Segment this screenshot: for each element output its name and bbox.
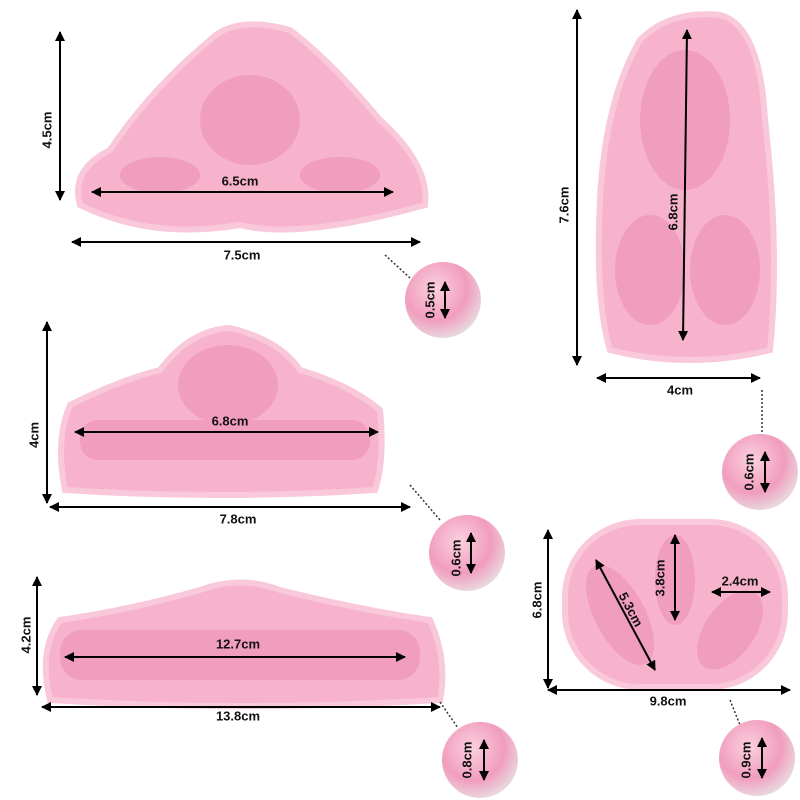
mold-3: 4cm 6.8cm 7.8cm 0.6cm — [26, 321, 505, 591]
height-label: 4.5cm — [39, 112, 54, 149]
depth-label: 0.6cm — [741, 454, 756, 491]
width-label: 7.5cm — [224, 247, 261, 262]
inner-label: 6.8cm — [212, 413, 249, 428]
height-label: 4cm — [26, 422, 41, 448]
depth-label: 0.8cm — [459, 742, 474, 779]
depth-disc — [722, 434, 798, 510]
mold-1: 4.5cm 6.5cm 7.5cm 0.5cm — [39, 21, 481, 338]
depth-disc — [429, 515, 505, 591]
depth-disc — [442, 722, 518, 798]
inner-label: 6.8cm — [665, 194, 680, 231]
mold-4: 4.2cm 12.7cm 13.8cm 0.8cm — [18, 576, 518, 798]
width-label: 9.8cm — [650, 693, 687, 708]
width-label: 7.8cm — [220, 511, 257, 526]
depth-label: 0.6cm — [448, 540, 463, 577]
inner-label: 3.8cm — [652, 560, 667, 597]
mold-5: 6.8cm 5.3cm 3.8cm 2.4cm 9.8cm 0.9cm — [529, 519, 795, 796]
inner-label: 2.4cm — [722, 573, 759, 588]
height-label: 7.6cm — [556, 187, 571, 224]
height-label: 4.2cm — [18, 617, 33, 654]
mold-2: 7.6cm 6.8cm 4cm 0.6cm — [556, 8, 798, 510]
depth-disc — [719, 720, 795, 796]
inner-label: 6.5cm — [222, 173, 259, 188]
depth-disc — [405, 262, 481, 338]
inner-label: 12.7cm — [216, 636, 260, 651]
height-label: 6.8cm — [529, 582, 544, 619]
width-label: 4cm — [667, 382, 693, 397]
depth-label: 0.9cm — [738, 742, 753, 779]
depth-label: 0.5cm — [422, 282, 437, 319]
width-label: 13.8cm — [216, 708, 260, 723]
